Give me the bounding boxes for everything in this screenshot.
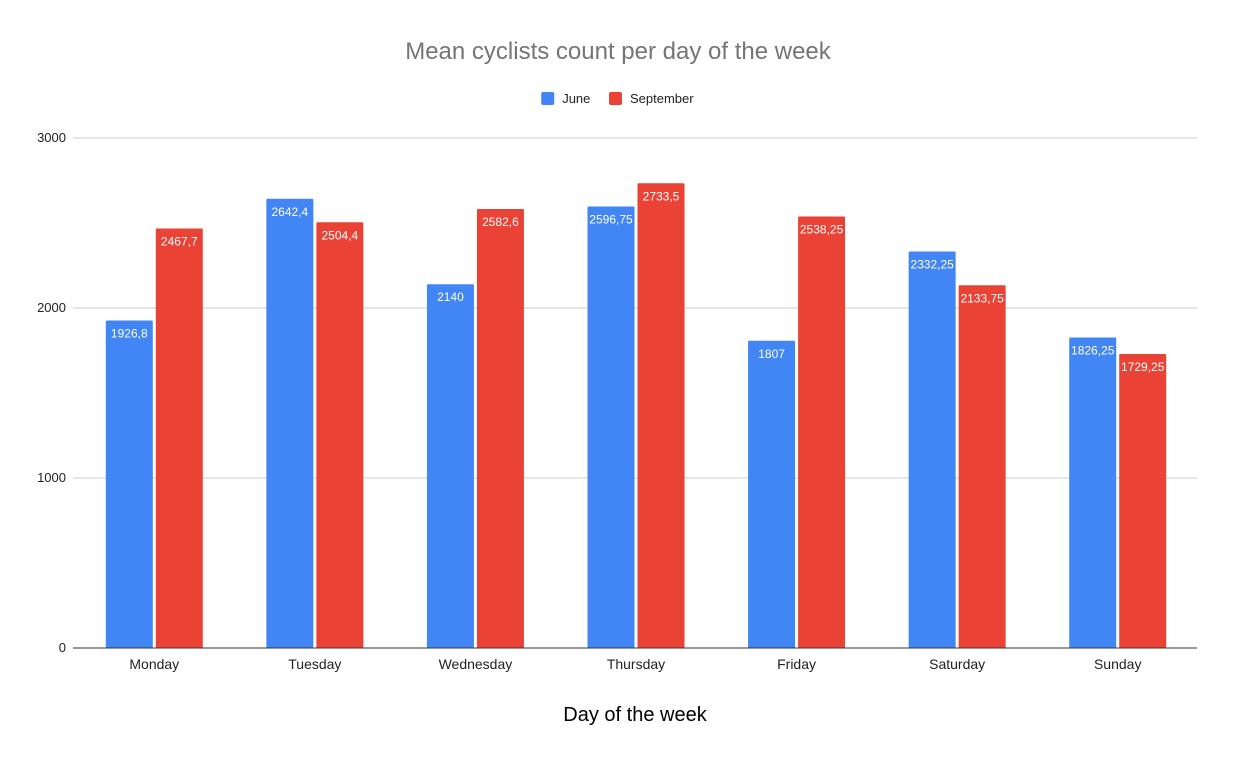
bar-june-sunday [1069, 337, 1117, 648]
legend-item-june: June [541, 91, 590, 106]
legend-label: September [630, 91, 694, 106]
x-tick-label: Sunday [1094, 656, 1141, 672]
x-tick-label: Thursday [607, 656, 665, 672]
x-tick-label: Saturday [929, 656, 985, 672]
x-tick-label: Friday [777, 656, 816, 672]
y-tick-label: 0 [59, 640, 66, 655]
data-label: 2133,75 [960, 291, 1004, 305]
data-label: 2140 [437, 290, 464, 304]
legend-swatch [609, 92, 622, 105]
data-label: 1826,25 [1071, 344, 1115, 358]
data-label: 2504,4 [322, 228, 359, 242]
bar-september-wednesday [476, 208, 524, 648]
x-axis-label: Day of the week [563, 704, 707, 726]
bar-september-thursday [637, 183, 685, 648]
data-label: 2582,6 [482, 215, 519, 229]
bar-september-sunday [1119, 354, 1167, 648]
legend: June September [541, 91, 694, 106]
x-axis-categories: Monday Tuesday Wednesday Thursday Friday Satu… [129, 656, 1141, 672]
legend-swatch [541, 92, 555, 105]
x-tick-label: Wednesday [439, 656, 513, 672]
chart-title: Mean cyclists count per day of the week [405, 38, 832, 65]
bar-september-monday [155, 228, 203, 648]
data-label: 2332,25 [910, 258, 954, 272]
data-label: 2596,75 [589, 213, 633, 227]
bars [105, 183, 1167, 649]
x-tick-label: Tuesday [288, 656, 341, 672]
x-tick-label: Monday [129, 656, 179, 672]
data-label: 1926,8 [111, 326, 148, 340]
data-label: 2733,5 [643, 189, 680, 203]
bar-june-wednesday [426, 284, 474, 648]
legend-label: June [562, 91, 590, 106]
bar-june-thursday [587, 206, 635, 649]
bar-september-tuesday [316, 222, 364, 648]
bar-june-friday [748, 340, 796, 648]
bar-september-saturday [958, 285, 1006, 648]
bar-june-saturday [908, 251, 956, 648]
y-axis-ticks: 0 1000 2000 3000 [37, 130, 66, 655]
data-label: 1807 [758, 347, 785, 361]
y-tick-label: 3000 [37, 130, 66, 145]
bar-june-monday [105, 320, 153, 648]
data-labels: 1926,8 2467,7 2642,4 2504,4 2140 2582,6 2596,7… [111, 189, 1165, 374]
bar-june-tuesday [266, 198, 314, 649]
data-label: 2642,4 [272, 205, 309, 219]
bar-september-friday [798, 216, 846, 648]
gridlines [73, 137, 1197, 479]
data-label: 1729,25 [1121, 360, 1165, 374]
data-label: 2467,7 [161, 234, 198, 248]
legend-item-september: September [609, 91, 694, 106]
y-tick-label: 1000 [37, 470, 66, 485]
y-tick-label: 2000 [37, 300, 66, 315]
data-label: 2538,25 [800, 222, 844, 236]
